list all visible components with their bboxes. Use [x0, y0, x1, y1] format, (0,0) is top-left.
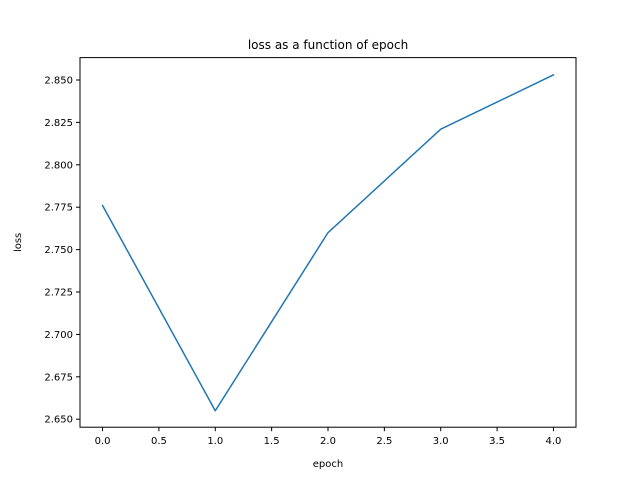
x-tick-label: 1.0	[207, 436, 223, 447]
x-tick-label: 2.5	[376, 436, 392, 447]
series-line	[101, 73, 555, 412]
chart-title: loss as a function of epoch	[248, 38, 408, 52]
y-tick-label: 2.775	[44, 203, 73, 214]
y-tick-label: 2.825	[44, 118, 73, 129]
y-tick-label: 2.675	[44, 372, 73, 383]
series-layer	[101, 73, 555, 412]
x-tick-label: 4.0	[546, 436, 562, 447]
x-tick-label: 0.0	[95, 436, 111, 447]
x-axis-label: epoch	[313, 459, 343, 470]
y-axis-label: loss	[13, 233, 24, 252]
y-tick-label: 2.800	[44, 160, 73, 171]
x-tick-label: 2.0	[320, 436, 336, 447]
y-tick-label: 2.700	[44, 330, 73, 341]
y-tick-label: 2.850	[44, 75, 73, 86]
x-tick-label: 3.5	[489, 436, 505, 447]
x-axis-ticks: 0.0 0.5 1.0 1.5 2.0 2.5 3.0 3.5 4.0	[95, 427, 562, 447]
y-tick-label: 2.750	[44, 245, 73, 256]
y-tick-label: 2.725	[44, 288, 73, 299]
x-tick-label: 1.5	[264, 436, 280, 447]
y-axis-ticks: 2.650 2.675 2.700 2.725 2.750 2.775 2.800 2.825…	[44, 75, 80, 426]
x-tick-label: 0.5	[151, 436, 167, 447]
y-tick-label: 2.650	[44, 415, 73, 426]
plot-area-frame	[79, 57, 577, 428]
x-tick-label: 3.0	[433, 436, 449, 447]
